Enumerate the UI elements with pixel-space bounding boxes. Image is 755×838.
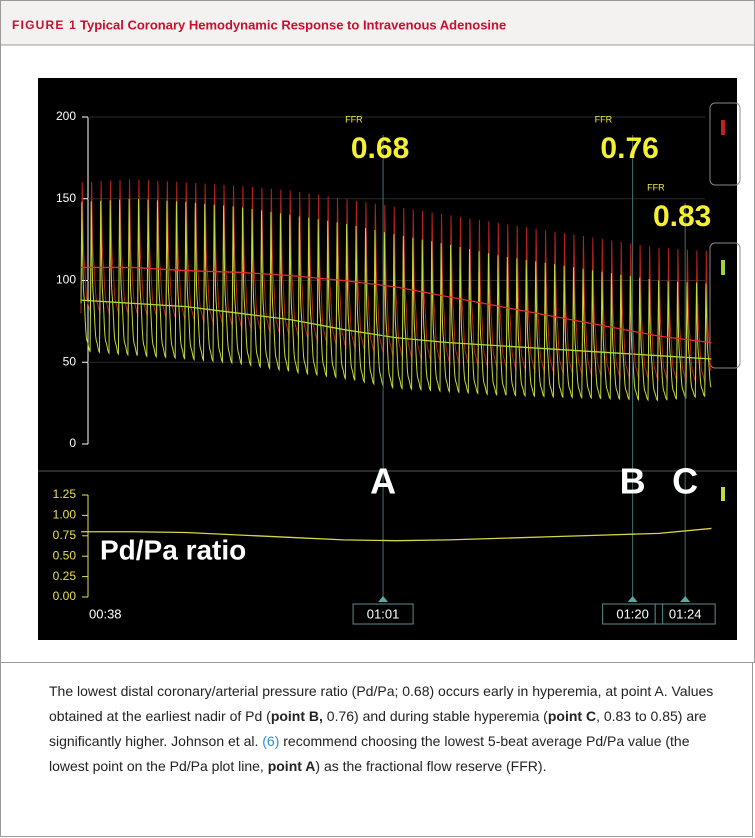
caption-text: point C (548, 708, 596, 724)
caption-text: point A (268, 758, 316, 774)
ffr-value: 0.68 (351, 132, 409, 165)
x-tick-label: 01:01 (367, 606, 400, 621)
ffr-value: 0.83 (653, 200, 711, 233)
ffr-title: FFR (345, 114, 363, 124)
caption-box: The lowest distal coronary/arterial pres… (0, 663, 753, 837)
panel-label: Pd/Pa ratio (100, 534, 246, 565)
y-tick-label: 150 (56, 191, 76, 205)
marker-letter: C (672, 461, 698, 502)
y-tick-label: 1.00 (53, 508, 77, 522)
x-tick-label: 01:24 (669, 606, 702, 621)
y-tick-label: 0.50 (53, 548, 77, 562)
side-indicator (721, 120, 725, 135)
reference-link[interactable]: (6) (262, 733, 279, 749)
x-tick-label: 01:20 (616, 606, 649, 621)
figure-label: FIGURE 1 (12, 18, 77, 32)
ffr-title: FFR (647, 182, 665, 192)
y-tick-label: 0.75 (53, 528, 77, 542)
figure-title: Typical Coronary Hemodynamic Response to… (80, 17, 506, 32)
ffr-value: 0.76 (600, 132, 658, 165)
y-tick-label: 50 (63, 354, 77, 368)
caption-text: ) as the fractional flow reserve (FFR). (315, 758, 546, 774)
marker-letter: A (370, 461, 396, 502)
caption: The lowest distal coronary/arterial pres… (1, 663, 752, 779)
page: FIGURE 1 Typical Coronary Hemodynamic Re… (0, 0, 755, 838)
marker-letter: B (620, 461, 646, 502)
y-tick-label: 200 (56, 109, 76, 123)
y-tick-label: 100 (56, 273, 76, 287)
side-indicator (721, 487, 725, 501)
caption-text: point B, (271, 708, 323, 724)
figure: FIGURE 1 Typical Coronary Hemodynamic Re… (0, 0, 755, 663)
side-indicator (721, 260, 725, 275)
y-tick-label: 0.25 (53, 569, 77, 583)
caption-text: 0.76) and during stable hyperemia ( (323, 708, 548, 724)
y-tick-label: 0 (69, 436, 76, 450)
y-tick-label: 0.00 (53, 589, 77, 603)
y-tick-label: 1.25 (53, 487, 77, 501)
x-tick-label: 00:38 (89, 606, 122, 621)
ffr-title: FFR (595, 114, 613, 124)
